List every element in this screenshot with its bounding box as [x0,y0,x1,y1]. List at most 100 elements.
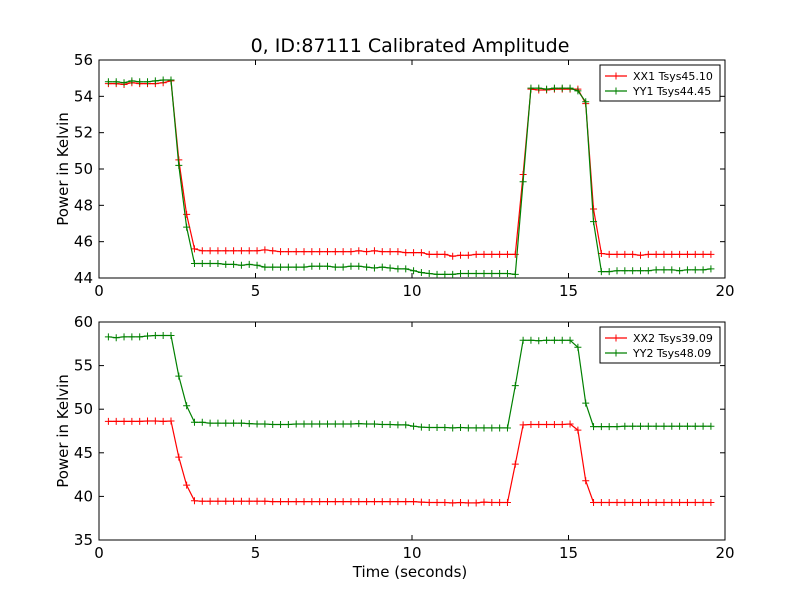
top-ticks-layer: 0 5 10 15 20 44 46 48 50 52 54 56 [74,51,735,300]
data-point [347,248,355,256]
data-point [190,497,198,505]
data-point [582,98,590,106]
data-point [433,250,441,258]
data-point [511,250,519,258]
data-point [112,334,120,342]
data-point [190,259,198,267]
data-point [527,336,535,344]
data-point [480,250,488,258]
legend-marker [612,349,620,357]
data-point [378,263,386,271]
data-point [597,423,605,431]
data-point [488,424,496,432]
data-point [621,267,629,275]
data-point [378,420,386,428]
data-point [660,422,668,430]
data-point [605,250,613,258]
data-point [676,267,684,275]
data-point [175,372,183,380]
data-point [519,421,527,429]
data-point [284,498,292,506]
legend-label: XX1 Tsys45.10 [633,70,713,83]
y-tick-label: 48 [74,196,93,214]
data-point [136,333,144,341]
data-point [621,499,629,507]
data-point [355,262,363,270]
data-point [457,251,465,259]
data-point [613,499,621,507]
data-point [449,252,457,260]
data-point [331,498,339,506]
data-point [527,84,535,92]
data-point [300,498,308,506]
data-point [190,418,198,426]
data-point [503,269,511,277]
data-point [151,77,159,85]
legend-marker [612,72,620,80]
top-y-axis-label: Power in Kelvin [54,112,72,226]
data-point [691,266,699,274]
data-point [535,337,543,345]
data-point [410,249,418,257]
data-point [707,499,715,507]
data-point [519,336,527,344]
data-point [104,333,112,341]
data-point [668,250,676,258]
data-point [441,250,449,258]
data-point [441,424,449,432]
x-tick-label: 5 [251,282,261,300]
data-point [464,499,472,507]
data-point [464,269,472,277]
data-point [605,499,613,507]
data-point [198,497,206,505]
data-point [472,424,480,432]
bottom-ticks-layer: 0 5 10 15 20 35 40 45 50 55 60 [74,313,735,562]
data-point [644,422,652,430]
y-tick-label: 56 [74,51,93,69]
data-point [566,336,574,344]
data-point [175,453,183,461]
y-tick-label: 35 [74,531,93,549]
data-point [644,267,652,275]
data-point [363,420,371,428]
legend-marker [612,87,620,95]
data-point [253,247,261,255]
data-point [144,332,152,340]
data-point [316,420,324,428]
data-point [590,423,598,431]
bottom-series-layer [104,332,715,507]
data-point [363,498,371,506]
data-point [496,269,504,277]
data-point [543,85,551,93]
data-point [449,424,457,432]
data-point [128,333,136,341]
data-point [636,251,644,259]
data-point [425,269,433,277]
data-point [480,498,488,506]
data-point [370,420,378,428]
data-point [410,498,418,506]
legend-box [599,64,721,102]
data-point [652,499,660,507]
data-point [277,498,285,506]
data-point [112,78,120,86]
data-point [574,426,582,434]
data-point [339,420,347,428]
data-point [558,336,566,344]
data-point [683,422,691,430]
data-point [222,497,230,505]
data-point [269,420,277,428]
data-point [652,422,660,430]
data-point [144,417,152,425]
data-point [699,266,707,274]
data-point [237,261,245,269]
data-point [683,250,691,258]
data-point [292,263,300,271]
data-point [668,266,676,274]
data-point [496,499,504,507]
data-point [206,259,214,267]
data-point [159,76,167,84]
data-point [151,332,159,340]
data-point [629,267,637,275]
data-point [488,499,496,507]
